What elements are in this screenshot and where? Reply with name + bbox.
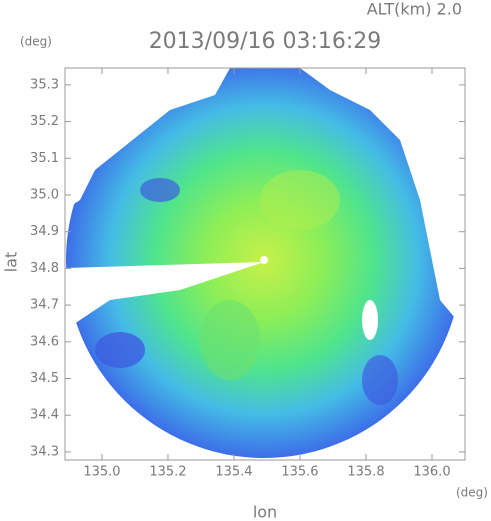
y-tick-label: 34.6: [30, 334, 59, 349]
plot-frame: [64, 67, 466, 461]
y-tick-label: 35.2: [30, 114, 59, 129]
x-tick-label: 135.8: [347, 465, 384, 480]
x-tick-label: 136.0: [413, 465, 450, 480]
y-axis-label: lat: [2, 252, 21, 273]
y-unit: (deg): [20, 35, 52, 49]
y-tick-label: 34.5: [30, 371, 59, 386]
chart-title: 2013/09/16 03:16:29: [149, 29, 382, 54]
y-tick-label: 34.7: [30, 298, 59, 313]
y-tick-label: 34.8: [30, 261, 59, 276]
x-tick-label: 135.0: [83, 465, 120, 480]
x-unit: (deg): [456, 486, 488, 500]
y-tick-label: 35.0: [30, 187, 59, 202]
radar-echo: [65, 68, 465, 458]
x-axis-label: lon: [253, 503, 277, 521]
y-tick-label: 35.3: [30, 77, 59, 92]
x-tick-label: 135.6: [281, 465, 318, 480]
y-tick-label: 34.9: [30, 224, 59, 239]
annotation: ALT(km) 2.0: [367, 0, 462, 19]
x-tick-label: 135.4: [215, 465, 252, 480]
x-tick-label: 135.2: [149, 465, 186, 480]
y-tick-label: 34.3: [30, 444, 59, 459]
y-tick-label: 34.4: [30, 408, 59, 423]
y-tick-label: 35.1: [30, 151, 59, 166]
